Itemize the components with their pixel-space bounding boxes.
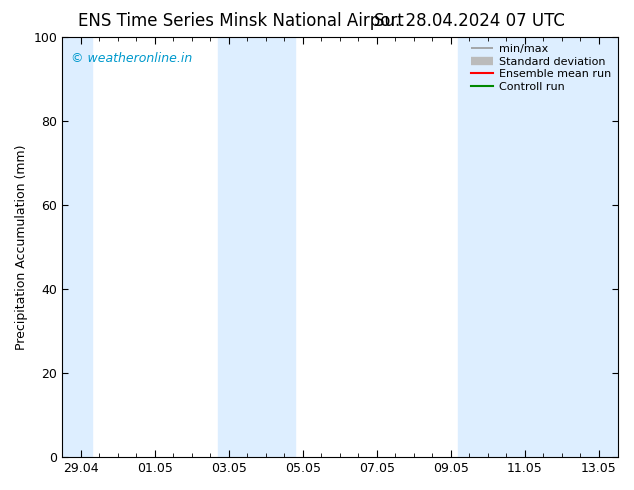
Y-axis label: Precipitation Accumulation (mm): Precipitation Accumulation (mm): [15, 145, 28, 350]
Bar: [458, 37, 618, 457]
Text: ENS Time Series Minsk National Airport: ENS Time Series Minsk National Airport: [78, 12, 404, 30]
Legend: min/max, Standard deviation, Ensemble mean run, Controll run: min/max, Standard deviation, Ensemble me…: [467, 39, 615, 97]
Text: © weatheronline.in: © weatheronline.in: [70, 52, 192, 65]
Bar: [62, 37, 92, 457]
Text: Su. 28.04.2024 07 UTC: Su. 28.04.2024 07 UTC: [373, 12, 565, 30]
Bar: [217, 37, 295, 457]
